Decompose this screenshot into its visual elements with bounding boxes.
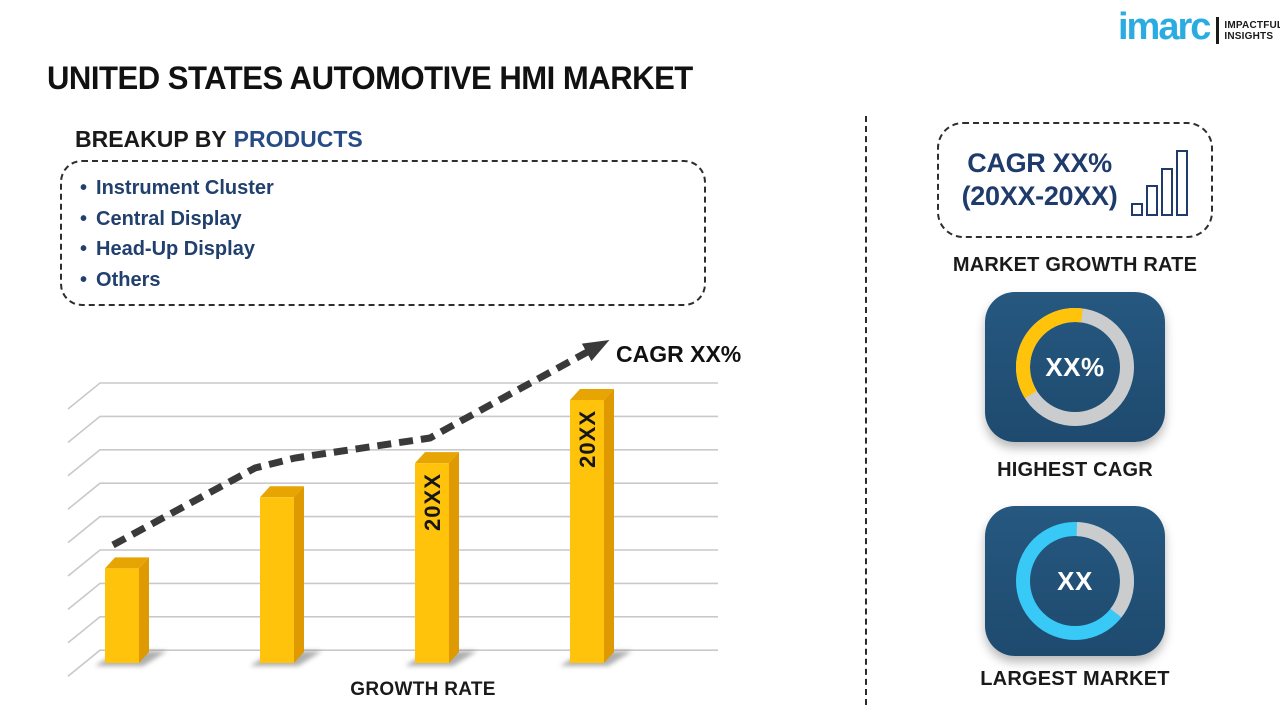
bar-chart-icon-bar	[1176, 150, 1189, 216]
logo-brand-text: imarc	[1118, 6, 1211, 48]
gridline	[67, 649, 718, 677]
list-item: Head-Up Display	[80, 234, 704, 265]
imarc-logo: imarc IMPACTFUL INSIGHTS	[1118, 6, 1280, 48]
highest-cagr-value: XX%	[1045, 351, 1105, 382]
bar: 20XX	[415, 452, 459, 663]
gridline	[67, 515, 718, 544]
bar-year-label: 20XX	[575, 410, 600, 468]
gridline	[67, 382, 718, 410]
cagr-trend-label: CAGR XX%	[616, 341, 742, 367]
highest-cagr-card: XX%	[985, 292, 1165, 442]
list-item: Central Display	[80, 204, 704, 235]
product-list: Instrument Cluster Central Display Head-…	[80, 173, 704, 295]
highest-cagr-caption: HIGHEST CAGR	[997, 459, 1153, 481]
logo-tagline: IMPACTFUL INSIGHTS	[1224, 20, 1280, 42]
logo-tagline-line2: INSIGHTS	[1224, 31, 1274, 43]
gridline	[67, 549, 718, 577]
bar: 20XX	[570, 389, 614, 663]
cagr-summary-box: CAGR XX% (20XX-20XX)	[937, 122, 1213, 238]
breakup-heading: BREAKUP BY PRODUCTS	[75, 126, 363, 153]
gridline	[67, 582, 718, 611]
x-axis-label: GROWTH RATE	[350, 679, 496, 700]
list-item: Others	[80, 265, 704, 296]
largest-market-caption: LARGEST MARKET	[980, 668, 1170, 690]
cagr-value: CAGR XX%	[967, 148, 1112, 178]
bar-chart-icon-bar	[1146, 185, 1159, 216]
bar	[260, 486, 304, 663]
growth-bar-chart: 20XX 20XX	[55, 330, 735, 690]
gridline	[67, 449, 718, 477]
cagr-summary-text: CAGR XX% (20XX-20XX)	[962, 147, 1118, 213]
market-growth-rate-label: MARKET GROWTH RATE	[952, 254, 1198, 276]
bar	[105, 557, 149, 663]
section-divider	[865, 116, 867, 705]
logo-divider	[1216, 17, 1220, 45]
bar-chart-icon	[1131, 148, 1189, 216]
list-item: Instrument Cluster	[80, 173, 704, 204]
largest-market-card: XX	[985, 506, 1165, 656]
gridline	[67, 482, 718, 510]
highest-cagr-donut-icon	[1016, 308, 1134, 426]
logo-tagline-line1: IMPACTFUL	[1224, 20, 1280, 32]
breakup-heading-highlight: PRODUCTS	[233, 126, 363, 152]
chart-svg: 20XX 20XX	[67, 339, 718, 677]
gridline	[67, 616, 718, 644]
bar-chart-icon-bar	[1131, 203, 1144, 216]
cagr-period: (20XX-20XX)	[961, 181, 1118, 211]
breakup-heading-prefix: BREAKUP BY	[75, 126, 227, 152]
largest-market-donut-icon	[1016, 522, 1134, 640]
page-title: UNITED STATES AUTOMOTIVE HMI MARKET	[47, 60, 693, 96]
largest-market-value: XX	[1057, 565, 1093, 596]
breakup-box: Instrument Cluster Central Display Head-…	[60, 160, 706, 306]
gridline	[67, 415, 718, 444]
trend-arrow	[111, 339, 610, 549]
bar-chart-icon-bar	[1161, 168, 1174, 216]
bar-year-label: 20XX	[420, 473, 445, 531]
